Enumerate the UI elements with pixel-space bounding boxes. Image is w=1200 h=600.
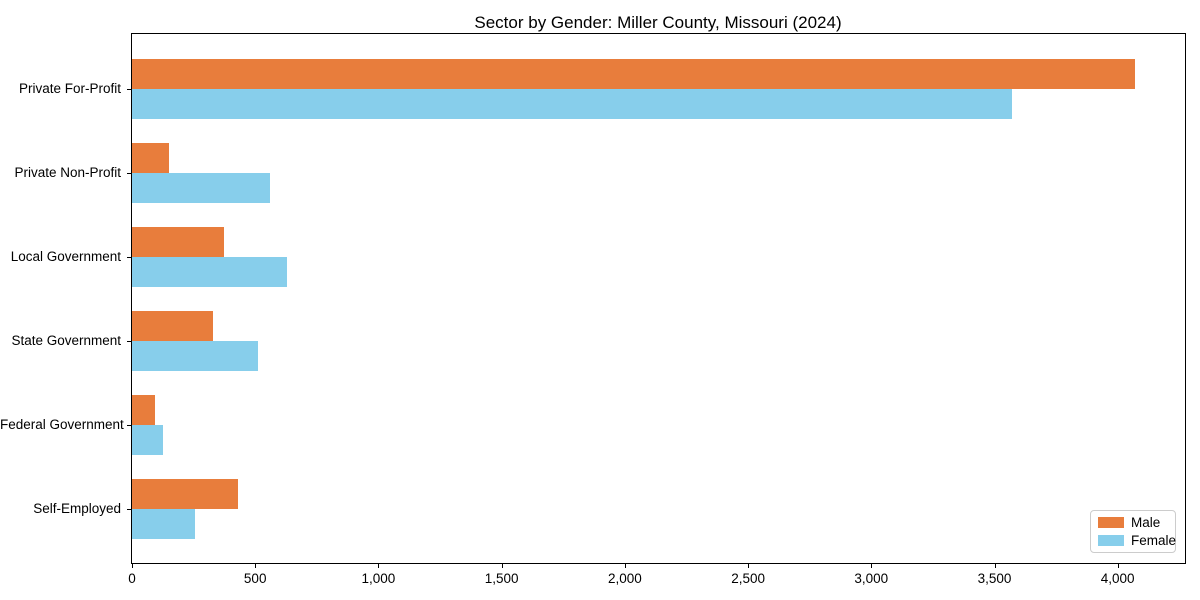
y-tick-mark bbox=[127, 340, 131, 342]
x-tick-label: 2,000 bbox=[607, 571, 642, 586]
x-tick-mark bbox=[501, 564, 503, 568]
legend: Male Female bbox=[1090, 510, 1176, 553]
chart-title: Sector by Gender: Miller County, Missour… bbox=[474, 13, 842, 32]
x-tick-mark bbox=[748, 564, 750, 568]
bar-male-1 bbox=[132, 59, 1135, 89]
y-tick-mark bbox=[127, 424, 131, 426]
bar-male-6 bbox=[132, 478, 238, 509]
x-tick-label: 3,500 bbox=[977, 571, 1012, 586]
x-tick-mark bbox=[378, 564, 380, 568]
x-tick-label: 1,500 bbox=[484, 571, 519, 586]
y-tick-mark bbox=[127, 256, 131, 258]
legend-label-female: Female bbox=[1131, 533, 1177, 548]
x-tick-label: 2,500 bbox=[731, 571, 765, 586]
x-tick-label: 4,000 bbox=[1100, 571, 1135, 586]
x-tick-mark bbox=[624, 564, 626, 568]
bar-female-4 bbox=[132, 340, 258, 371]
y-tick-mark bbox=[127, 172, 131, 174]
y-tick-mark bbox=[127, 508, 131, 510]
y-tick-label: Self-Employed bbox=[33, 500, 121, 516]
x-tick-mark bbox=[132, 564, 133, 568]
bar-male-4 bbox=[132, 310, 214, 341]
bar-female-6 bbox=[132, 508, 195, 539]
bar-female-1 bbox=[132, 89, 1012, 119]
bar-female-5 bbox=[132, 424, 163, 455]
x-tick-label: 3,000 bbox=[854, 571, 889, 586]
x-tick-label: 1,000 bbox=[361, 571, 396, 586]
bar-male-3 bbox=[132, 226, 225, 257]
plot-area bbox=[131, 33, 1186, 564]
female-color-swatch bbox=[1098, 535, 1124, 546]
bar-male-5 bbox=[132, 394, 156, 425]
bar-female-2 bbox=[132, 172, 270, 203]
x-tick-label: 500 bbox=[243, 571, 267, 586]
y-tick-label: Local Government bbox=[10, 248, 121, 264]
legend-entry-female: Female bbox=[1098, 533, 1177, 548]
y-tick-mark bbox=[127, 89, 131, 90]
x-tick-mark bbox=[255, 564, 257, 568]
bar-male-2 bbox=[132, 142, 169, 173]
male-color-swatch bbox=[1098, 517, 1124, 528]
x-tick-label: 0 bbox=[128, 571, 136, 586]
legend-label-male: Male bbox=[1131, 515, 1161, 530]
legend-entry-male: Male bbox=[1098, 516, 1175, 529]
bar-female-3 bbox=[132, 256, 288, 287]
y-tick-label: Federal Government bbox=[0, 416, 124, 432]
x-tick-mark bbox=[871, 564, 873, 568]
y-tick-label: Private For-Profit bbox=[18, 81, 121, 96]
x-tick-mark bbox=[994, 564, 996, 568]
y-tick-label: Private Non-Profit bbox=[14, 164, 121, 180]
x-tick-mark bbox=[1117, 564, 1119, 568]
y-tick-label: State Government bbox=[11, 332, 121, 348]
